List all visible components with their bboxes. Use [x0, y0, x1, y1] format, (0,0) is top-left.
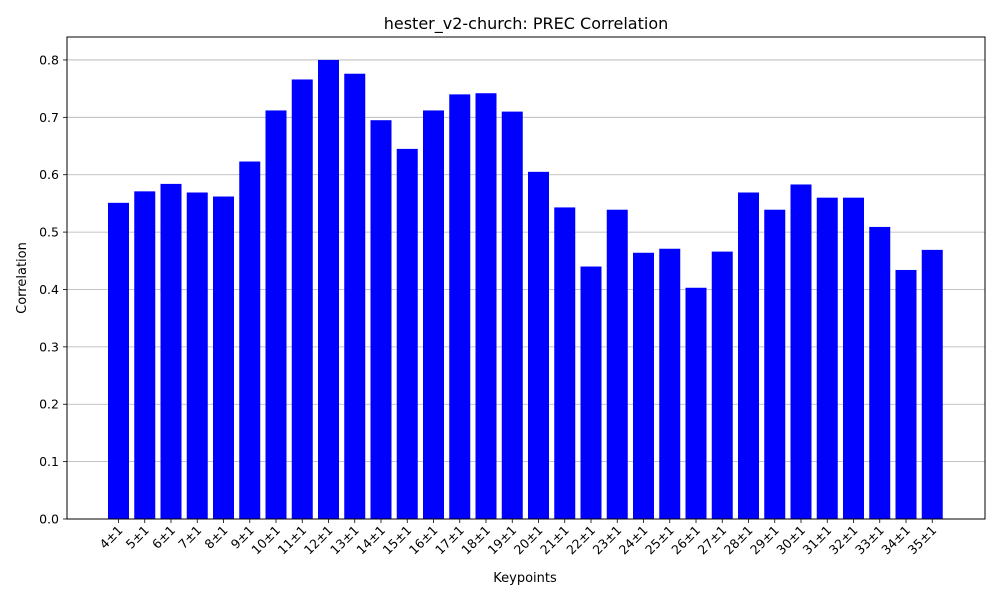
- x-tick-label: 33±1: [852, 523, 887, 558]
- x-tick-label: 6±1: [149, 523, 178, 552]
- y-tick-label: 0.6: [39, 167, 59, 182]
- x-tick-label: 26±1: [668, 523, 703, 558]
- x-tick-label: 11±1: [274, 523, 309, 558]
- x-tick-label: 22±1: [563, 523, 598, 558]
- y-tick-label: 0.5: [39, 225, 59, 240]
- x-tick-label: 18±1: [458, 523, 493, 558]
- x-tick-label: 21±1: [537, 523, 572, 558]
- y-tick-label: 0.4: [39, 282, 59, 297]
- bar-14±1: [370, 120, 392, 519]
- y-tick-label: 0.1: [39, 454, 59, 469]
- bar-28±1: [738, 192, 759, 519]
- x-tick-label: 14±1: [353, 523, 388, 558]
- x-tick-label: 20±1: [511, 523, 546, 558]
- bar-4±1: [108, 202, 129, 520]
- bar-23±1: [606, 209, 628, 519]
- plot-frame: [66, 36, 986, 520]
- bar-8±1: [213, 196, 234, 519]
- x-tick-label: 5±1: [123, 523, 152, 552]
- y-tick-label: 0.7: [39, 110, 59, 125]
- bar-22±1: [580, 266, 602, 519]
- bar-7±1: [186, 192, 208, 519]
- bar-29±1: [764, 209, 786, 519]
- y-tick-label: 0.8: [39, 52, 59, 67]
- y-tick-label: 0.3: [39, 339, 59, 354]
- x-tick-label: 13±1: [327, 523, 362, 558]
- x-tick-label: 34±1: [878, 523, 913, 558]
- x-axis-ticks: 4±15±16±17±18±19±110±111±112±113±114±115…: [96, 519, 939, 557]
- bar-11±1: [291, 79, 313, 519]
- bar-32±1: [843, 197, 864, 519]
- x-tick-label: 27±1: [694, 523, 729, 558]
- bar-20±1: [528, 171, 549, 519]
- bar-10±1: [265, 110, 287, 519]
- bars: [108, 59, 943, 520]
- bar-18±1: [475, 93, 497, 519]
- bar-17±1: [449, 94, 471, 519]
- x-tick-label: 28±1: [721, 523, 756, 558]
- bar-30±1: [790, 184, 812, 519]
- y-tick-label: 0.2: [39, 397, 59, 412]
- bar-6±1: [160, 183, 182, 519]
- x-tick-label: 8±1: [201, 523, 230, 552]
- bar-12±1: [318, 59, 339, 519]
- y-axis-label: Correlation: [15, 242, 30, 314]
- x-tick-label: 15±1: [379, 523, 414, 558]
- x-tick-label: 23±1: [589, 523, 624, 558]
- x-tick-label: 31±1: [799, 523, 834, 558]
- bar-26±1: [685, 287, 707, 519]
- y-axis-ticks: 0.0 0.1 0.2 0.3 0.4 0.5 0.6 0.7 0.8: [39, 52, 67, 527]
- bar-33±1: [869, 226, 891, 519]
- x-tick-label: 35±1: [904, 523, 939, 558]
- bar-19±1: [501, 111, 523, 519]
- bar-9±1: [239, 161, 261, 519]
- x-tick-label: 29±1: [747, 523, 782, 558]
- x-tick-label: 30±1: [773, 523, 808, 558]
- bar-21±1: [554, 207, 576, 519]
- bar-25±1: [659, 248, 681, 519]
- bar-16±1: [423, 110, 444, 519]
- bar-13±1: [344, 73, 366, 519]
- x-tick-label: 10±1: [248, 523, 283, 558]
- x-tick-label: 17±1: [432, 523, 467, 558]
- bar-24±1: [633, 252, 654, 519]
- bar-31±1: [816, 197, 838, 519]
- x-tick-label: 7±1: [175, 523, 204, 552]
- x-tick-label: 25±1: [642, 523, 677, 558]
- bar-5±1: [134, 191, 156, 519]
- bar-35±1: [921, 249, 943, 519]
- x-tick-label: 12±1: [301, 523, 336, 558]
- bar-27±1: [711, 251, 733, 519]
- x-tick-label: 4±1: [96, 523, 125, 552]
- bar-15±1: [396, 148, 418, 519]
- x-axis-label: Keypoints: [493, 571, 557, 586]
- y-tick-label: 0.0: [39, 512, 59, 527]
- x-tick-label: 32±1: [826, 523, 861, 558]
- x-tick-label: 19±1: [484, 523, 519, 558]
- bar-34±1: [895, 269, 917, 519]
- x-tick-label: 16±1: [406, 523, 441, 558]
- x-tick-label: 24±1: [616, 523, 651, 558]
- chart-title: hester_v2-church: PREC Correlation: [384, 14, 669, 34]
